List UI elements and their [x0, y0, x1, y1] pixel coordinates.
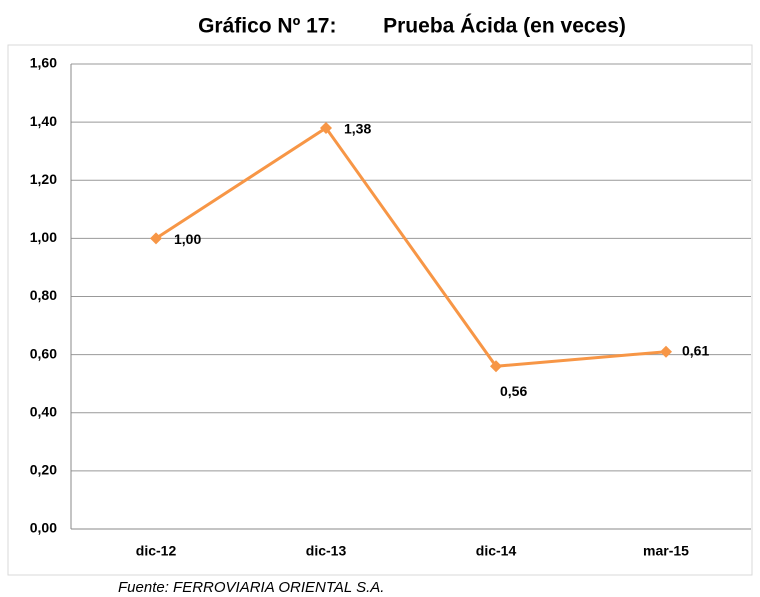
y-tick-label: 1,60: [30, 55, 57, 71]
source-note: Fuente: FERROVIARIA ORIENTAL S.A.: [118, 579, 384, 596]
y-tick-label: 1,40: [30, 113, 57, 129]
y-tick-label: 0,80: [30, 287, 57, 303]
y-tick-label: 1,00: [30, 229, 57, 245]
y-tick-label: 0,20: [30, 462, 57, 478]
data-label: 0,56: [500, 383, 527, 399]
data-label: 0,61: [682, 342, 709, 358]
point-marker: [320, 121, 332, 134]
y-tick-label: 0,00: [30, 520, 57, 536]
x-tick-label: dic-14: [476, 543, 517, 559]
data-label: 1,38: [344, 121, 371, 137]
point-marker: [660, 345, 672, 358]
chart-frame: [7, 44, 753, 576]
x-tick-label: dic-12: [136, 543, 177, 559]
y-tick-label: 0,60: [30, 345, 57, 361]
data-label: 1,00: [174, 231, 201, 247]
y-tick-label: 0,40: [30, 403, 57, 419]
x-tick-label: dic-13: [306, 543, 347, 559]
x-tick-label: mar-15: [643, 543, 689, 559]
point-marker: [150, 232, 162, 245]
point-marker: [490, 360, 502, 373]
y-tick-label: 1,20: [30, 171, 57, 187]
chart-title: Gráfico Nº 17: Prueba Ácida (en veces): [198, 15, 626, 38]
line-series: [155, 125, 667, 368]
